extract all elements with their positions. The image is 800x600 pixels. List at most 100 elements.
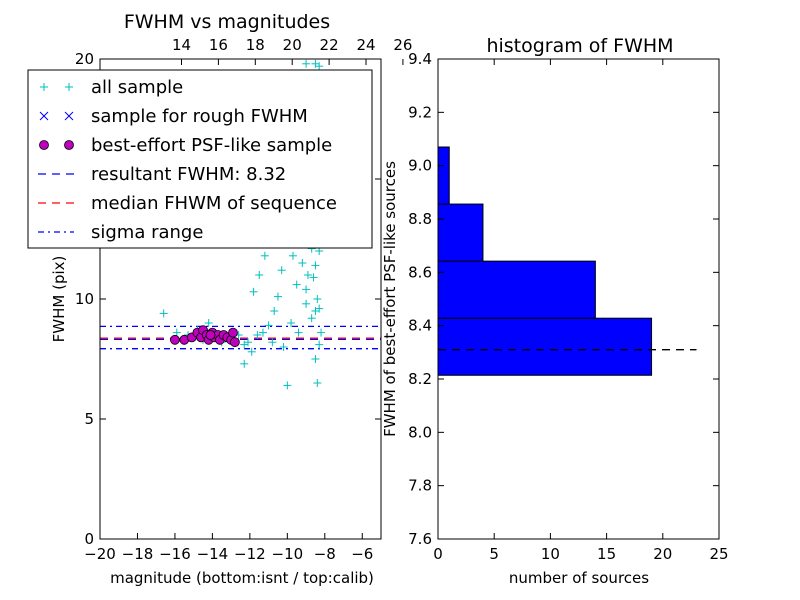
left-toptick-label: 18 (246, 36, 265, 54)
all-sample-point (253, 331, 262, 339)
all-sample-point (247, 347, 256, 356)
all-sample-point (283, 381, 292, 390)
left-xtick-label: −6 (351, 545, 373, 563)
right-xtick-label: 25 (709, 545, 728, 563)
left-panel: FWHM vs magnitudes −20 −18 −16 −14 −12 −10 −8−… (27, 11, 413, 587)
histogram-bar (437, 203, 484, 262)
histogram-bar (437, 146, 450, 205)
right-xtick-label: 15 (597, 545, 616, 563)
legend-label: all sample (91, 77, 183, 98)
left-xtick-label: −16 (159, 545, 191, 563)
left-toptick-label: 26 (393, 36, 412, 54)
left-ytick-label: 5 (84, 410, 94, 428)
all-sample-point (287, 319, 296, 327)
all-sample-point (255, 271, 264, 279)
legend-items: all sample sample for rough FWHM best-effo… (38, 77, 337, 243)
right-title: histogram of FWHM (486, 35, 673, 57)
left-toptick-label: 22 (320, 36, 339, 54)
all-sample-point (298, 259, 307, 267)
right-ytick-label: 8.8 (408, 210, 432, 228)
right-ticks: 0 5 10 15 20 25 7.6 7.8 8.0 8.2 8.4 8.6 8.8 9.0 9.2 9.4 (408, 50, 728, 563)
all-sample-point (315, 340, 324, 349)
all-sample-point (313, 295, 322, 303)
right-axes-frame (437, 58, 720, 540)
all-sample-point (264, 321, 273, 330)
all-sample-point (302, 285, 311, 294)
right-xtick-label: 20 (653, 545, 672, 563)
legend-entry: sample for rough FWHM (39, 106, 308, 127)
right-ytick-label: 8.0 (408, 423, 432, 441)
left-ytick-label: 10 (75, 290, 94, 308)
legend-entry: resultant FWHM: 8.32 (38, 164, 286, 185)
histogram-bar (437, 260, 596, 319)
all-sample-point (315, 304, 324, 313)
psf-sample-point (170, 334, 180, 345)
right-plot-area (437, 146, 697, 376)
legend-label: sigma range (91, 222, 203, 243)
psf-sample-point (228, 327, 238, 338)
all-sample-point (317, 328, 326, 337)
all-sample-point (279, 343, 288, 351)
all-sample-point (311, 355, 320, 363)
left-ytick-label: 0 (84, 530, 94, 548)
legend-entry: best-effort PSF-like sample (39, 135, 332, 156)
right-ytick-label: 8.6 (408, 263, 432, 281)
right-ytick-label: 9.4 (408, 50, 432, 68)
legend-label: best-effort PSF-like sample (91, 135, 332, 156)
right-ytick-label: 9.2 (408, 103, 432, 121)
left-xtick-label: −12 (234, 545, 266, 563)
left-xtick-label: −18 (122, 545, 154, 563)
all-sample-point (303, 271, 312, 279)
right-xtick-label: 0 (433, 545, 443, 563)
all-sample-point (302, 59, 311, 68)
all-sample-point (309, 273, 318, 282)
all-sample-point (159, 309, 168, 318)
left-toptick-label: 24 (356, 36, 375, 54)
all-sample-point (302, 299, 311, 308)
all-sample-point (311, 261, 320, 270)
right-ytick-label: 7.6 (408, 530, 432, 548)
right-ylabel: FWHM of best-effort PSF-like sources (381, 161, 399, 437)
all-sample-point (270, 307, 279, 315)
all-sample-point (288, 251, 297, 260)
legend-entry: sigma range (38, 222, 203, 243)
right-ytick-label: 8.4 (408, 317, 432, 335)
all-sample-point (277, 266, 286, 275)
right-xtick-label: 10 (541, 545, 560, 563)
right-ytick-label: 8.2 (408, 370, 432, 388)
left-toptick-label: 20 (283, 36, 302, 54)
all-sample-point (315, 62, 324, 71)
right-ytick-label: 7.8 (408, 477, 432, 495)
left-xtick-label: −10 (272, 545, 304, 563)
psf-sample-point (205, 330, 216, 340)
legend-label: median FHWM of sequence (91, 193, 337, 214)
left-xtick-label: −14 (197, 545, 229, 563)
left-toptick-label: 14 (172, 36, 191, 54)
legend: all sample sample for rough FWHM best-effo… (27, 69, 373, 249)
psf-sample-point (229, 337, 240, 348)
all-sample-point (273, 292, 282, 301)
all-sample-point (307, 314, 316, 323)
legend-label: sample for rough FWHM (91, 106, 308, 127)
all-sample-point (172, 328, 181, 337)
right-ytick-label: 9.0 (408, 157, 432, 175)
all-sample-point (313, 379, 322, 387)
left-xtick-label: −20 (84, 545, 116, 563)
left-toptick-label: 16 (209, 36, 228, 54)
right-xtick-label: 5 (489, 545, 499, 563)
left-ylabel: FWHM (pix) (50, 256, 68, 343)
all-sample-point (240, 359, 249, 368)
all-sample-point (204, 319, 213, 327)
right-panel: histogram of FWHM 0 5 10 15 20 25 7.6 7.8 8.0 8.2… (381, 35, 729, 587)
left-title: FWHM vs magnitudes (124, 11, 330, 33)
all-sample-point (260, 251, 269, 260)
all-sample-point (268, 338, 277, 347)
left-ytick-label: 20 (75, 50, 94, 68)
right-xlabel: number of sources (509, 569, 649, 587)
legend-entry: all sample (40, 77, 183, 98)
left-ticks: −20 −18 −16 −14 −12 −10 −8 −6 14 16 18 20 22 24 26 0 5 10… (75, 36, 413, 563)
all-sample-point (249, 287, 258, 296)
histogram-bar (437, 317, 653, 376)
legend-box (27, 69, 373, 249)
